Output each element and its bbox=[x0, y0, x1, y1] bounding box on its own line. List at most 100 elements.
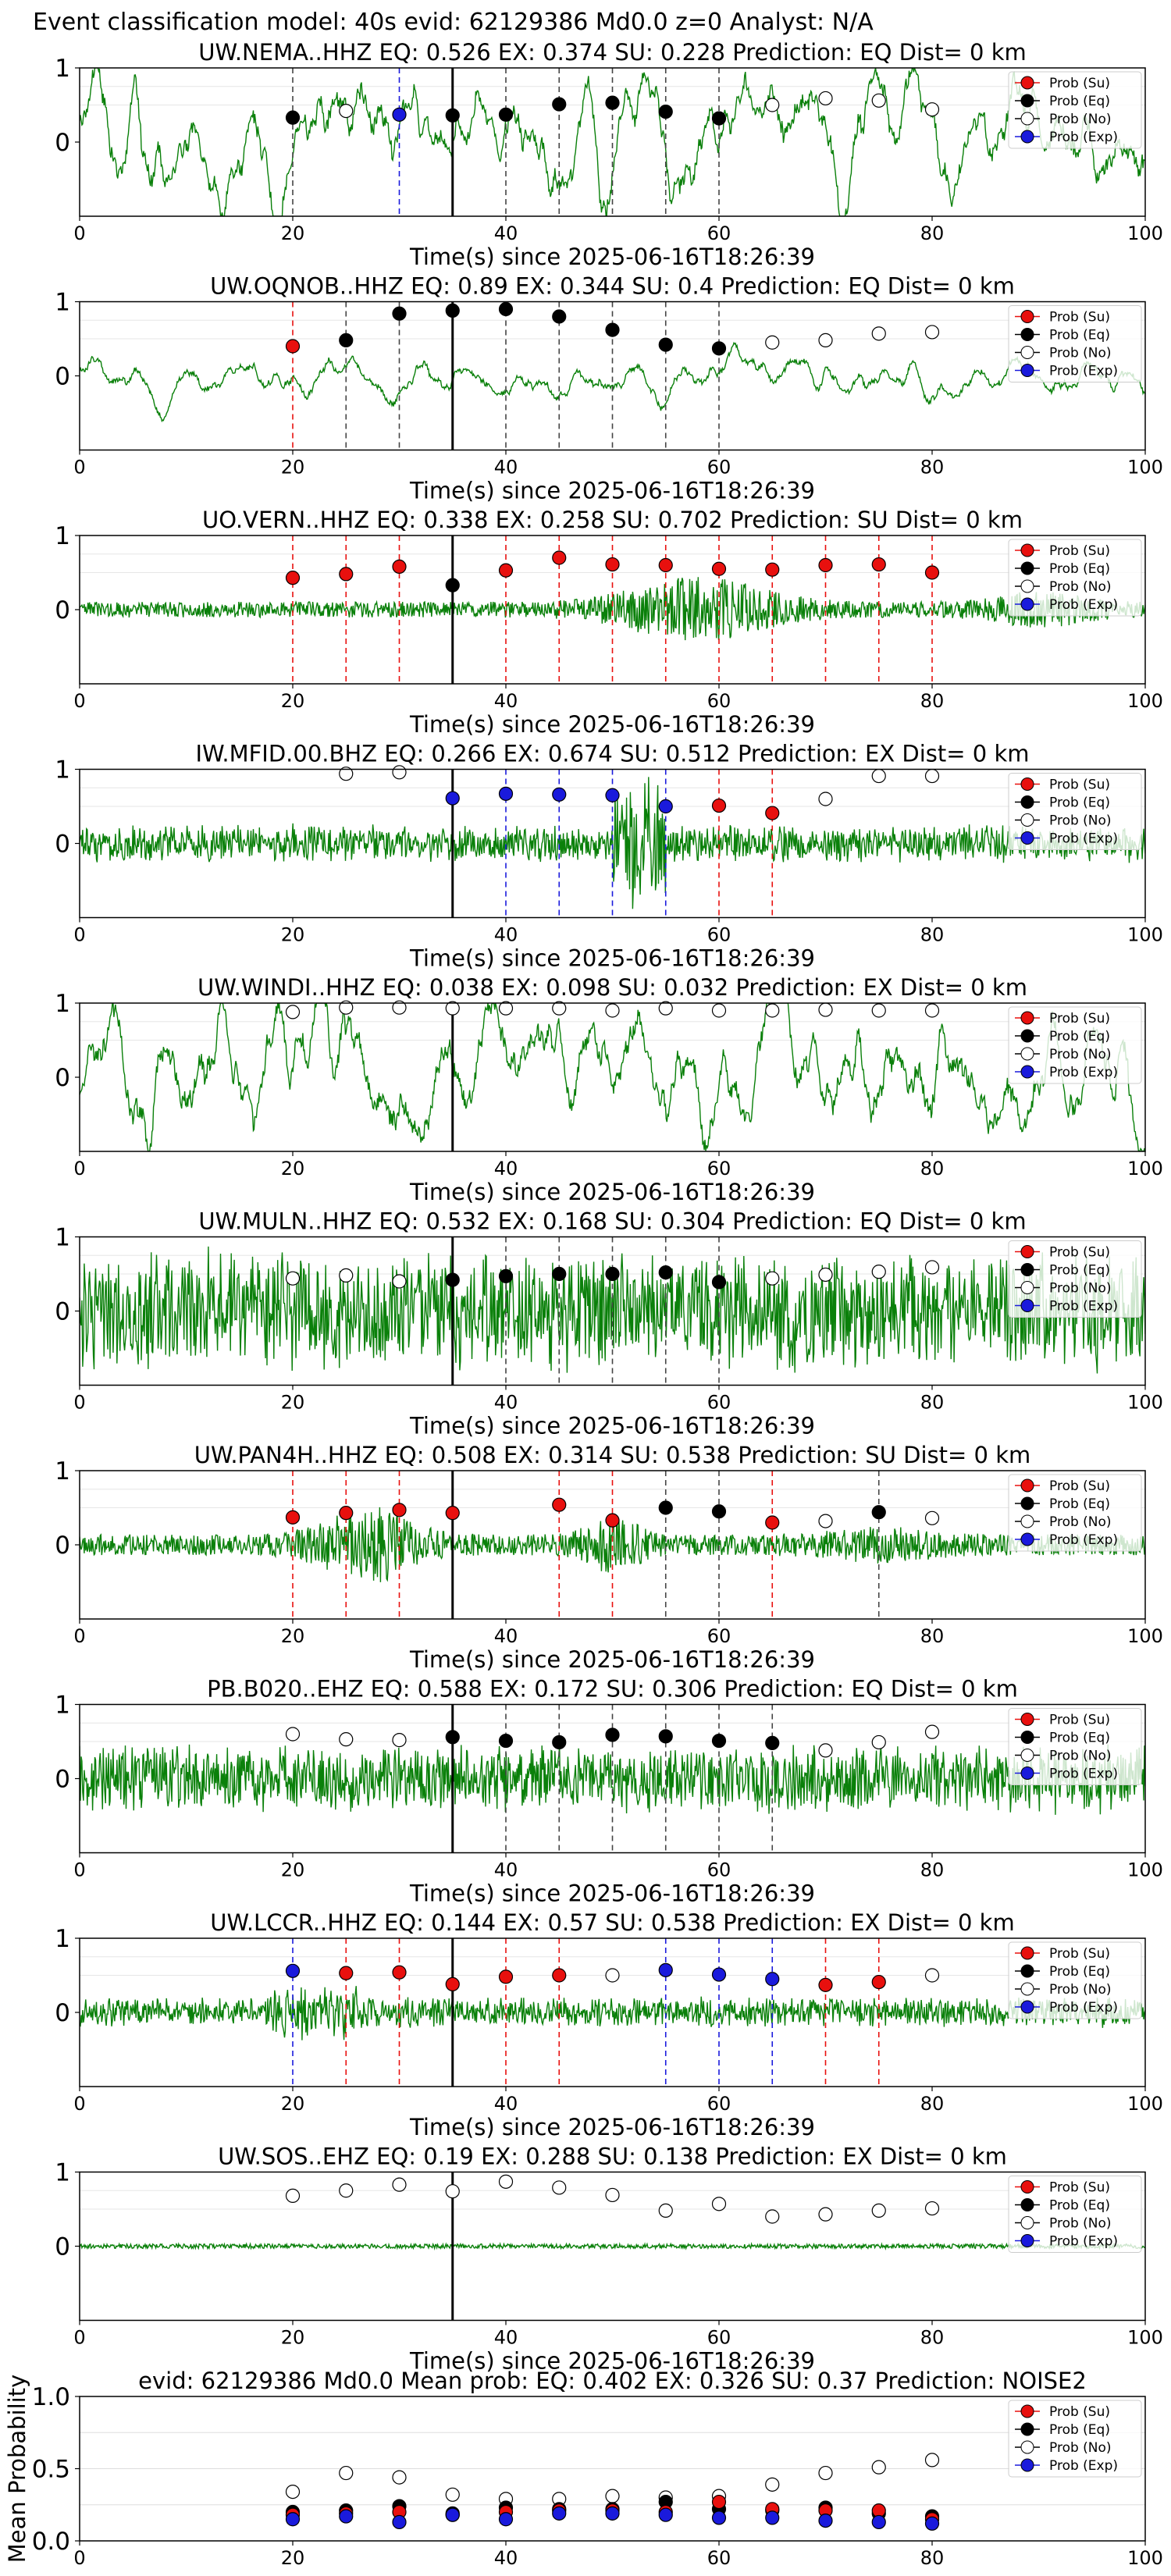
legend-marker-exp bbox=[1020, 130, 1034, 144]
x-tick-label: 0 bbox=[73, 690, 85, 712]
mean-prob-point-exp bbox=[605, 2506, 620, 2521]
mean-prob-point-no bbox=[765, 2477, 780, 2492]
prob-point-no bbox=[339, 1732, 354, 1747]
legend-label: Prob (Eq) bbox=[1049, 1496, 1110, 1512]
station-panel: UW.SOS..EHZ EQ: 0.19 EX: 0.288 SU: 0.138… bbox=[55, 2144, 1163, 2375]
prob-point-eq bbox=[498, 107, 514, 122]
prob-point-no bbox=[445, 2184, 460, 2199]
prob-point-no bbox=[392, 1000, 407, 1015]
panel-title: UW.NEMA..HHZ EQ: 0.526 EX: 0.374 SU: 0.2… bbox=[198, 39, 1026, 66]
x-tick-label: 80 bbox=[920, 1392, 945, 1414]
prob-point-eq bbox=[552, 1266, 567, 1282]
legend-marker-eq bbox=[1020, 1496, 1034, 1510]
x-tick-label: 60 bbox=[707, 1859, 731, 1881]
prob-point-eq bbox=[445, 1272, 460, 1287]
prob-point-eq bbox=[339, 333, 354, 347]
y-tick-label: 0 bbox=[55, 1064, 70, 1092]
legend-label: Prob (Eq) bbox=[1049, 1029, 1110, 1044]
legend-marker-exp bbox=[1020, 2234, 1034, 2247]
legend-marker-exp bbox=[1020, 1767, 1034, 1780]
legend-item-su: Prob (Su) bbox=[1015, 1713, 1110, 1728]
prob-point-no bbox=[339, 767, 354, 781]
x-tick-label: 20 bbox=[281, 2327, 305, 2349]
legend-label: Prob (Exp) bbox=[1049, 2234, 1118, 2250]
legend-item-no: Prob (No) bbox=[1015, 346, 1112, 361]
legend-label: Prob (No) bbox=[1049, 1749, 1112, 1764]
x-tick-label: 100 bbox=[1127, 1158, 1163, 1179]
x-tick-label: 80 bbox=[920, 2093, 945, 2115]
prob-point-no bbox=[924, 1003, 940, 1018]
legend-label: Prob (No) bbox=[1049, 346, 1112, 361]
prob-point-no bbox=[818, 91, 833, 106]
seismic-trace bbox=[80, 1744, 1145, 1815]
prob-point-eq bbox=[711, 1504, 727, 1519]
legend-item-no: Prob (No) bbox=[1015, 112, 1112, 127]
x-tick-label: 80 bbox=[920, 457, 945, 479]
prob-point-no bbox=[765, 1271, 780, 1286]
prob-point-eq bbox=[445, 1730, 460, 1745]
prob-point-su bbox=[765, 806, 780, 820]
legend-item-no: Prob (No) bbox=[1015, 1514, 1112, 1530]
x-tick-label: 60 bbox=[707, 2547, 731, 2569]
x-axis-label: Time(s) since 2025-06-16T18:26:39 bbox=[409, 244, 815, 270]
x-tick-label: 80 bbox=[920, 1158, 945, 1179]
legend-item-su: Prob (Su) bbox=[1015, 2180, 1110, 2196]
prob-point-no bbox=[605, 1003, 620, 1018]
prob-point-no bbox=[285, 1727, 301, 1742]
legend-item-no: Prob (No) bbox=[1015, 579, 1112, 595]
legend: Prob (Su) Prob (Eq) Prob (No) Prob (Exp) bbox=[1008, 71, 1142, 149]
legend-item-exp: Prob (Exp) bbox=[1015, 1065, 1118, 1080]
prob-point-su bbox=[339, 567, 354, 582]
legend-marker-eq bbox=[1020, 1731, 1034, 1744]
legend-marker-no bbox=[1020, 579, 1034, 593]
prob-point-no bbox=[765, 2209, 780, 2224]
prob-point-no bbox=[924, 2201, 940, 2216]
x-tick-label: 100 bbox=[1127, 222, 1163, 244]
station-panel: IW.MFID.00.BHZ EQ: 0.266 EX: 0.674 SU: 0… bbox=[55, 741, 1163, 972]
prob-point-no bbox=[818, 2207, 833, 2222]
prob-point-su bbox=[711, 561, 727, 576]
legend-item-su: Prob (Su) bbox=[1015, 1245, 1110, 1261]
prob-point-eq bbox=[658, 337, 673, 352]
x-axis-label: Time(s) since 2025-06-16T18:26:39 bbox=[409, 478, 815, 504]
legend-marker-exp bbox=[1020, 1299, 1034, 1312]
legend-item-exp: Prob (Exp) bbox=[1015, 1299, 1118, 1315]
x-tick-label: 40 bbox=[494, 1158, 518, 1179]
x-tick-label: 60 bbox=[707, 457, 731, 479]
legend-label: Prob (Exp) bbox=[1049, 364, 1118, 379]
prob-point-eq bbox=[552, 309, 567, 324]
legend-label: Prob (No) bbox=[1049, 1982, 1112, 1998]
x-tick-label: 60 bbox=[707, 1392, 731, 1414]
x-tick-label: 40 bbox=[494, 1859, 518, 1881]
mean-prob-point-no bbox=[285, 2485, 301, 2500]
x-tick-label: 0 bbox=[73, 1392, 85, 1414]
mean-prob-point-exp bbox=[285, 2512, 301, 2527]
prob-point-no bbox=[871, 768, 886, 784]
x-tick-label: 0 bbox=[73, 457, 85, 479]
x-axis-label: Time(s) since 2025-06-16T18:26:39 bbox=[409, 945, 815, 972]
prob-point-su bbox=[871, 1974, 886, 1990]
legend-marker-exp bbox=[1020, 831, 1034, 845]
prob-point-no bbox=[605, 1968, 620, 1983]
x-tick-label: 60 bbox=[707, 2327, 731, 2349]
legend-label: Prob (Exp) bbox=[1049, 1532, 1118, 1548]
prob-point-su bbox=[765, 562, 780, 577]
prob-point-no bbox=[924, 325, 940, 340]
y-tick-label: 1 bbox=[55, 756, 70, 785]
legend-item-no: Prob (No) bbox=[1015, 1047, 1112, 1062]
legend-marker-su bbox=[1020, 1478, 1034, 1493]
prob-point-no bbox=[818, 1514, 833, 1528]
y-axis-label: Mean Probability bbox=[4, 2375, 30, 2564]
prob-point-eq bbox=[711, 1275, 727, 1290]
legend-marker-exp bbox=[1020, 364, 1034, 377]
x-tick-label: 0 bbox=[73, 2547, 85, 2569]
prob-point-no bbox=[871, 1003, 886, 1018]
y-tick-label: 0 bbox=[55, 1999, 70, 2027]
panel-title: UW.LCCR..HHZ EQ: 0.144 EX: 0.57 SU: 0.53… bbox=[210, 1909, 1014, 1936]
prob-point-no bbox=[392, 1274, 407, 1289]
legend-marker-no bbox=[1020, 1749, 1034, 1762]
legend-item-exp: Prob (Exp) bbox=[1015, 597, 1118, 613]
legend-label: Prob (Su) bbox=[1049, 76, 1110, 91]
legend-item-no: Prob (No) bbox=[1015, 1281, 1112, 1297]
legend-label: Prob (Eq) bbox=[1049, 2422, 1110, 2438]
